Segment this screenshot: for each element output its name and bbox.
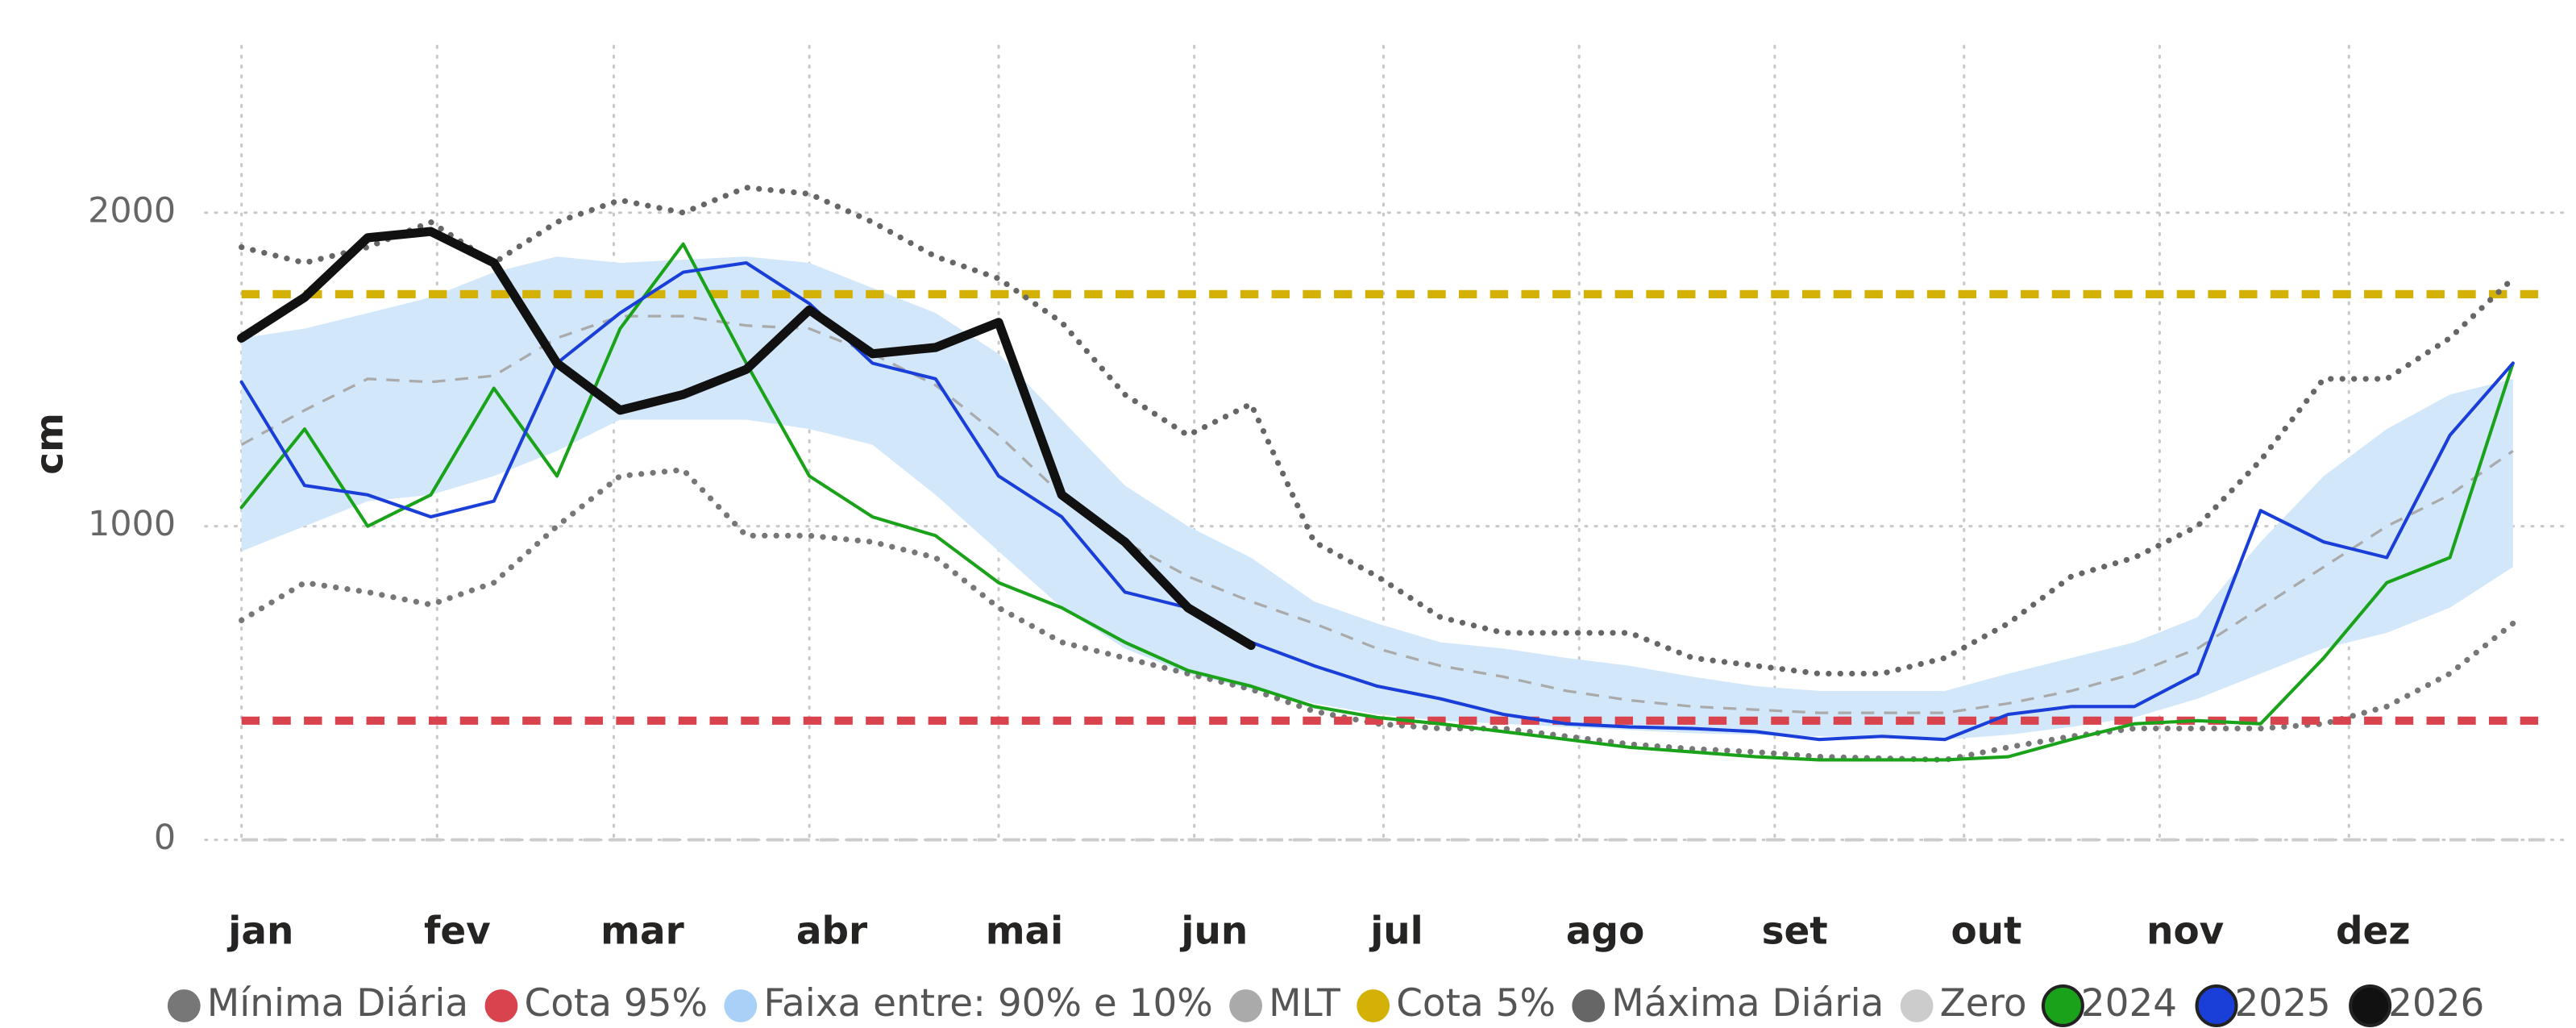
legend-label: 2026 (2388, 981, 2484, 1026)
legend-marker (1900, 989, 1934, 1022)
series-line (237, 227, 1256, 651)
x-tick-label: abr (796, 909, 867, 953)
legend-marker (2349, 984, 2392, 1027)
legend-label: Cota 95% (524, 981, 708, 1026)
band-area (241, 256, 2513, 740)
series-line (239, 242, 2515, 762)
x-tick-label: jul (1369, 909, 1423, 953)
x-tick-label: ago (1566, 909, 1644, 953)
legend-marker (1572, 989, 1606, 1022)
x-tick-label: nov (2146, 909, 2224, 953)
x-tick-label: out (1951, 909, 2021, 953)
plot-area (237, 185, 2550, 842)
legend-label: Cota 5% (1396, 981, 1556, 1026)
x-tick-label: fev (424, 909, 491, 953)
series-line (239, 260, 2515, 742)
x-tick-label: set (1762, 909, 1828, 953)
legend-marker (1229, 989, 1263, 1022)
y-tick-label: 0 (154, 818, 176, 858)
legend-label: MLT (1269, 981, 1340, 1026)
legend-label: 2024 (2081, 981, 2177, 1026)
legend-label: Zero (1940, 981, 2027, 1026)
series-line (240, 314, 2514, 714)
legend-marker (724, 989, 758, 1022)
legend-marker (2041, 984, 2084, 1027)
grid: 0 1000 2000 jan fev mar abr mai jun jul ago set out n… (88, 44, 2568, 953)
x-tick-label: mar (600, 909, 684, 953)
x-tick-label: mai (986, 909, 1064, 953)
legend-marker (2195, 984, 2238, 1027)
legend: Mínima Diária Cota 95% Faixa entre: 90% e … (167, 981, 2484, 1027)
legend-label: Máxima Diária (1611, 981, 1884, 1026)
x-tick-label: dez (2336, 909, 2411, 953)
y-tick-label: 1000 (88, 504, 176, 544)
y-tick-label: 2000 (88, 190, 176, 231)
legend-label: Faixa entre: 90% e 10% (763, 981, 1212, 1026)
legend-marker (1357, 989, 1390, 1022)
legend-label: Mínima Diária (207, 981, 468, 1026)
legend-marker (167, 989, 201, 1022)
legend-label: 2025 (2234, 981, 2330, 1026)
x-tick-label: jan (226, 909, 293, 953)
legend-marker (484, 989, 518, 1022)
y-axis-title: cm (28, 413, 73, 475)
x-tick-label: jun (1179, 909, 1248, 953)
